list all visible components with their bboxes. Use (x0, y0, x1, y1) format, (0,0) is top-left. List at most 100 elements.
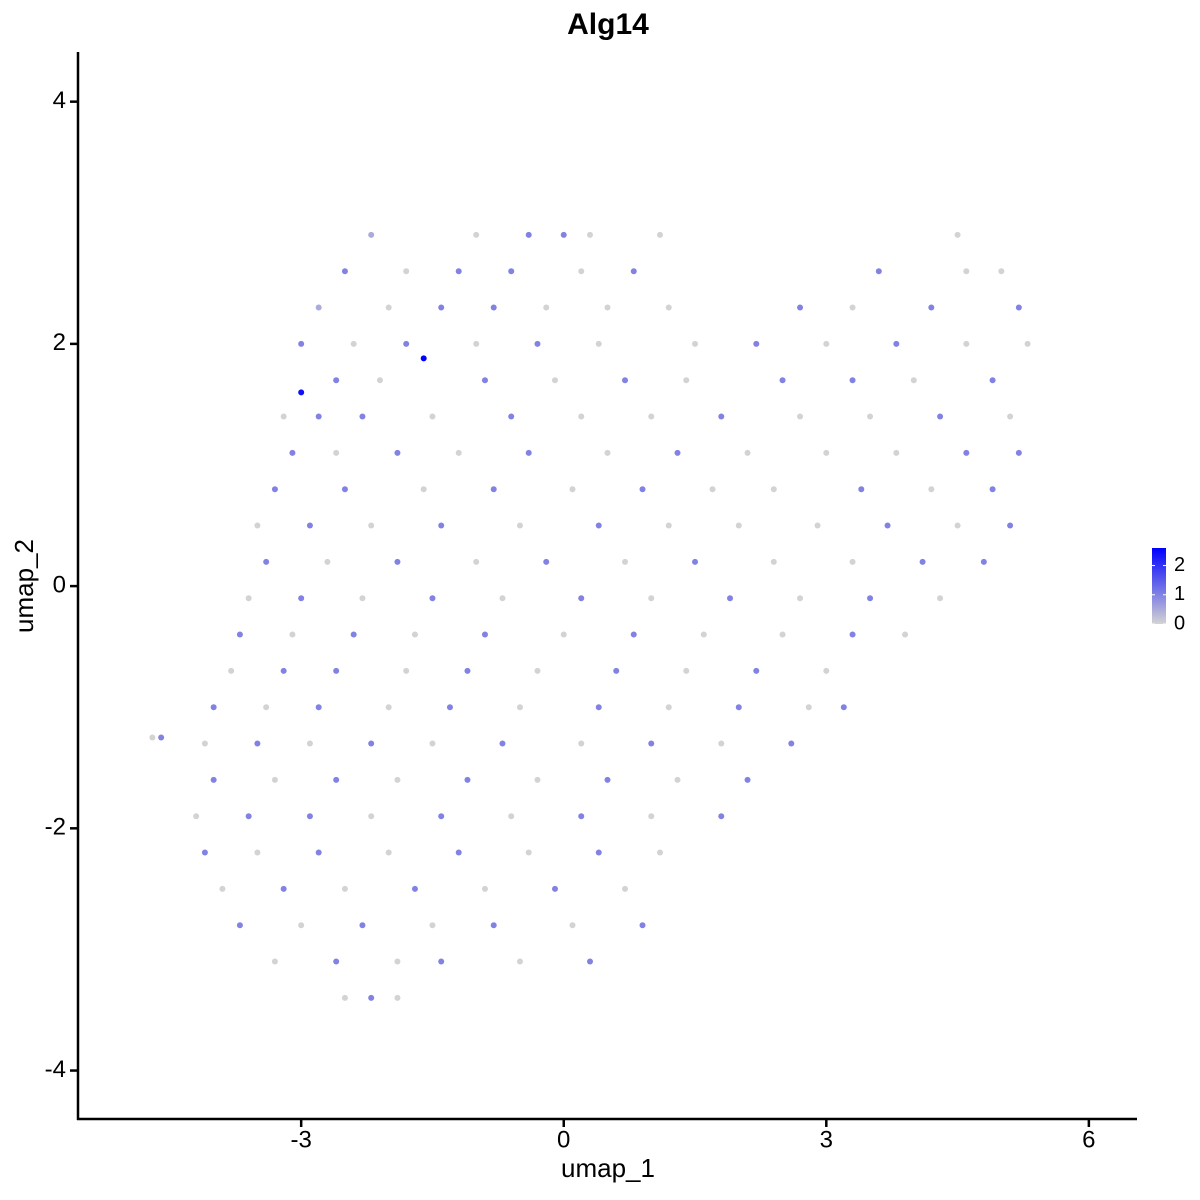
point (648, 813, 655, 820)
point (333, 377, 340, 384)
point (902, 631, 909, 638)
point (315, 304, 322, 311)
point (805, 704, 812, 711)
chart-title: Alg14 (567, 8, 649, 41)
point (1024, 340, 1031, 347)
point (271, 958, 278, 965)
point (1007, 413, 1014, 420)
point (263, 558, 270, 565)
point (692, 558, 699, 565)
point (840, 704, 847, 711)
point (657, 231, 664, 238)
point (236, 631, 243, 638)
point (735, 522, 742, 529)
point (446, 704, 453, 711)
point (403, 667, 410, 674)
color-tick-label: 1 (1174, 583, 1185, 605)
point (534, 340, 541, 347)
point (928, 304, 935, 311)
point (481, 885, 488, 892)
point (639, 922, 646, 929)
point (753, 667, 760, 674)
y-tick-label: 4 (53, 87, 66, 114)
point (849, 377, 856, 384)
point (210, 704, 217, 711)
points (149, 231, 1031, 1001)
color-tick-label: 2 (1174, 554, 1185, 576)
point (630, 268, 637, 275)
point (928, 486, 935, 493)
y-axis-title: umap_2 (9, 539, 39, 633)
point (245, 813, 252, 820)
point (429, 740, 436, 747)
point (298, 389, 305, 396)
point (359, 595, 366, 602)
point (411, 885, 418, 892)
x-axis-title: umap_1 (561, 1153, 655, 1183)
point (315, 849, 322, 856)
point (980, 558, 987, 565)
point (683, 667, 690, 674)
point (604, 449, 611, 456)
point (867, 413, 874, 420)
point (560, 231, 567, 238)
point (245, 595, 252, 602)
point (718, 413, 725, 420)
point (193, 813, 200, 820)
point (385, 704, 392, 711)
point (490, 304, 497, 311)
y-tick-label: -4 (45, 1056, 66, 1083)
point (341, 994, 348, 1001)
point (709, 486, 716, 493)
point (254, 849, 261, 856)
point (569, 922, 576, 929)
point (578, 413, 585, 420)
point (674, 776, 681, 783)
point (368, 522, 375, 529)
point (394, 994, 401, 1001)
x-tick-label: 6 (1082, 1126, 1095, 1153)
point (797, 413, 804, 420)
point (595, 849, 602, 856)
point (770, 558, 777, 565)
point (385, 304, 392, 311)
point (543, 558, 550, 565)
point (516, 522, 523, 529)
point (280, 885, 287, 892)
point (648, 595, 655, 602)
point (236, 922, 243, 929)
point (473, 231, 480, 238)
point (420, 486, 427, 493)
point (849, 304, 856, 311)
point (893, 340, 900, 347)
point (657, 849, 664, 856)
point (158, 734, 165, 741)
point (508, 268, 515, 275)
point (683, 377, 690, 384)
point (394, 558, 401, 565)
point (438, 813, 445, 820)
point (954, 231, 961, 238)
point (525, 849, 532, 856)
point (954, 522, 961, 529)
y-tick-label: 2 (53, 329, 66, 356)
point (578, 813, 585, 820)
point (298, 595, 305, 602)
point (937, 595, 944, 602)
point (341, 268, 348, 275)
point (516, 958, 523, 965)
point (779, 631, 786, 638)
point (998, 268, 1005, 275)
x-tick-label: 0 (557, 1126, 570, 1153)
point (359, 413, 366, 420)
point (455, 849, 462, 856)
point (429, 413, 436, 420)
point (1015, 449, 1022, 456)
x-tick-label: -3 (291, 1126, 312, 1153)
point (989, 377, 996, 384)
point (219, 885, 226, 892)
point (622, 377, 629, 384)
point (280, 667, 287, 674)
point (613, 667, 620, 674)
